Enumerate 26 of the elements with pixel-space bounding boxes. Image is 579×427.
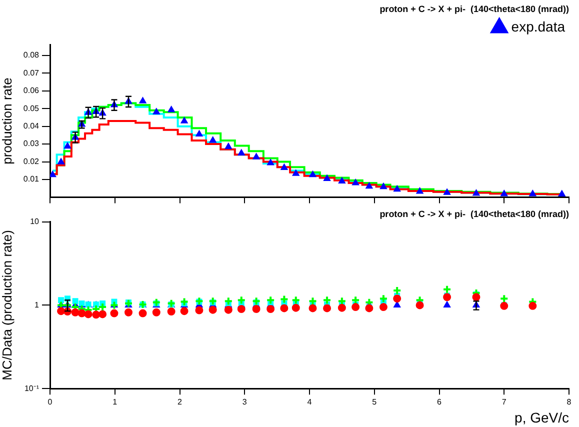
x-tick-label: 2 — [178, 398, 183, 407]
x-tick-label: 1 — [112, 398, 118, 407]
x-tick-label: 5 — [372, 398, 378, 407]
y-tick-label: 0.07 — [23, 68, 40, 78]
x-axis-title: p, GeV/c — [514, 409, 569, 426]
y-tick-label: 0.06 — [23, 86, 40, 96]
chart-title: proton + C -> X + pi- (140<theta<180 (mrad)) — [380, 4, 569, 14]
y-tick-label: 0.02 — [23, 156, 40, 166]
x-tick-label: 7 — [502, 398, 507, 407]
legend-label: exp.data — [511, 18, 566, 35]
y-tick-label: 10 — [30, 217, 40, 226]
x-tick-label: 3 — [242, 398, 248, 407]
y-tick-label: 0.01 — [23, 174, 40, 184]
chart-title: proton + C -> X + pi- (140<theta<180 (mrad)) — [380, 208, 569, 219]
x-tick-label: 4 — [307, 398, 312, 407]
y-tick-label: 1 — [34, 300, 40, 310]
y-axis-title: production rate — [0, 78, 14, 164]
y-tick-label: 0.05 — [23, 104, 40, 113]
y-tick-label: 0.03 — [23, 139, 40, 148]
y-tick-label: 0.04 — [23, 122, 40, 131]
y-axis-title: MC/Data (production rate) — [0, 230, 14, 380]
y-tick-label: 0.08 — [23, 50, 40, 60]
y-tick-label: 10⁻¹ — [24, 384, 40, 393]
x-tick-label: 0 — [48, 398, 53, 407]
x-tick-label: 6 — [437, 398, 442, 407]
x-tick-label: 8 — [566, 398, 572, 407]
